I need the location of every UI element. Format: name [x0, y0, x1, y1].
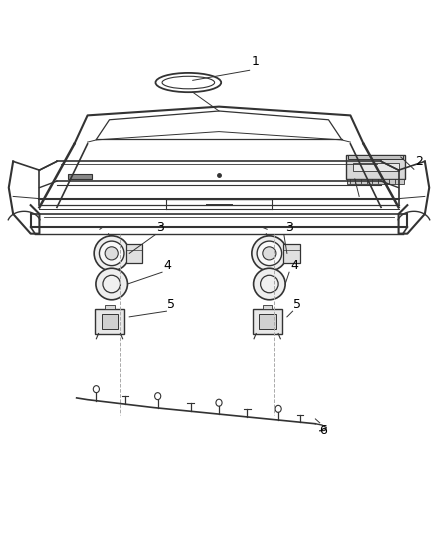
FancyBboxPatch shape [95, 309, 124, 334]
Circle shape [254, 268, 285, 300]
Text: 6: 6 [319, 424, 327, 437]
Bar [283, 244, 300, 263]
Bar [346, 155, 405, 179]
Text: 5: 5 [293, 298, 301, 311]
Circle shape [252, 236, 287, 271]
Bar [105, 305, 115, 310]
Text: 2: 2 [415, 155, 423, 168]
Text: 3: 3 [156, 221, 164, 233]
Bar [68, 174, 92, 179]
Bar [102, 314, 118, 329]
Circle shape [257, 241, 282, 265]
Circle shape [261, 275, 278, 293]
Text: 5: 5 [167, 298, 175, 311]
Bar [348, 155, 403, 159]
Circle shape [94, 236, 129, 271]
Text: 1: 1 [252, 55, 260, 68]
Text: 4: 4 [290, 259, 298, 272]
Circle shape [263, 247, 276, 260]
Bar [259, 314, 276, 329]
Bar [263, 305, 272, 310]
Bar [353, 163, 399, 171]
Bar [347, 179, 404, 184]
Circle shape [105, 247, 118, 260]
Text: 4: 4 [163, 259, 171, 272]
Circle shape [96, 268, 127, 300]
Circle shape [99, 241, 124, 265]
Bar [126, 244, 142, 263]
Circle shape [103, 275, 120, 293]
FancyBboxPatch shape [253, 309, 282, 334]
Text: 3: 3 [285, 221, 293, 233]
